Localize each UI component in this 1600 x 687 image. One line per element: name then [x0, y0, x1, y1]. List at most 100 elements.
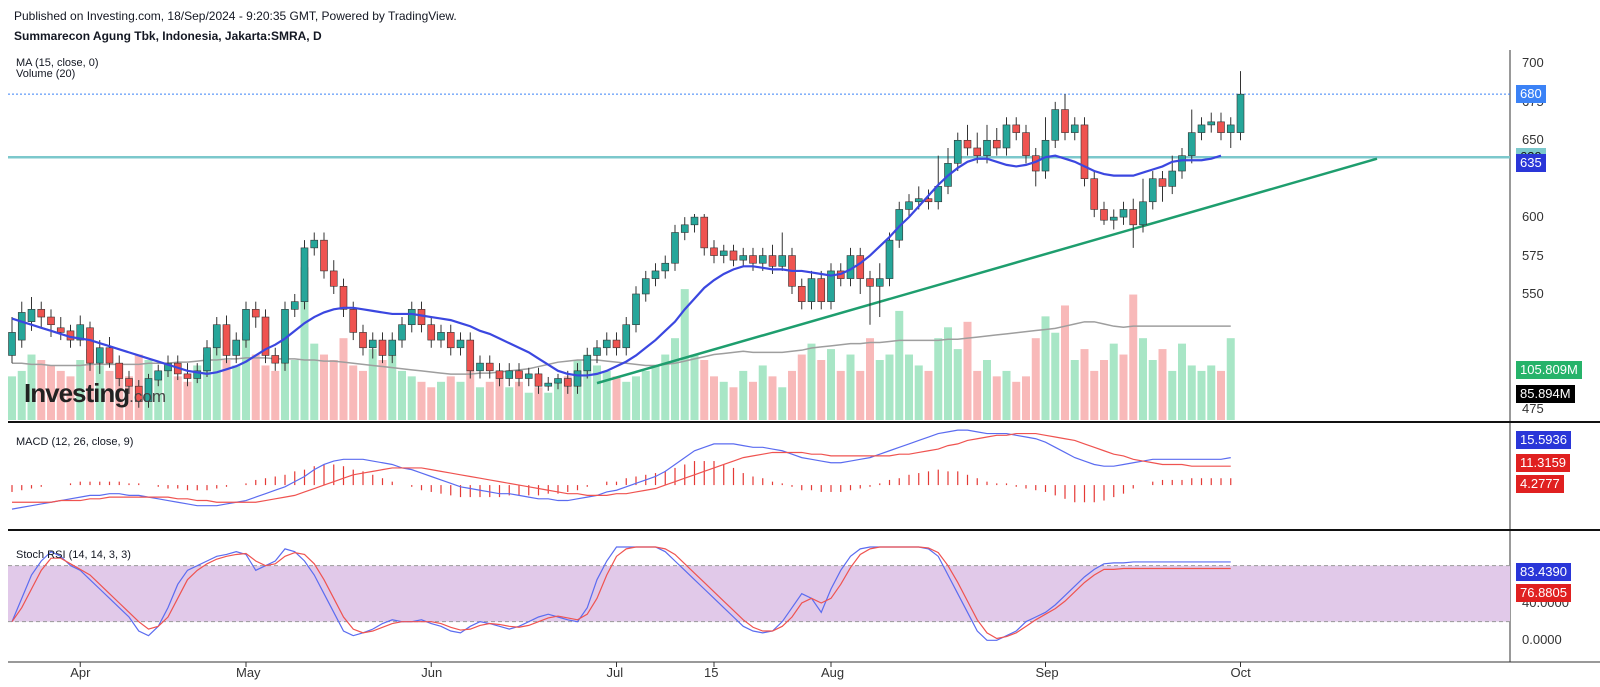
candle-body [817, 278, 826, 302]
volume-bar [1031, 338, 1040, 420]
volume-bar [953, 349, 962, 420]
time-tick-label: 15 [704, 665, 719, 680]
candle-body [797, 285, 806, 302]
candle-body [1139, 201, 1147, 226]
volume-bars [8, 267, 1235, 420]
time-tick-label: Sep [1035, 665, 1059, 680]
volume-bar [905, 354, 913, 420]
candle-body [593, 347, 601, 356]
volume-bar [222, 360, 231, 420]
candle-body [320, 239, 328, 272]
candle-body [1158, 178, 1167, 187]
volume-bar [641, 370, 650, 420]
candle-body [719, 250, 728, 256]
volume-bar [368, 349, 377, 420]
volume-bar [66, 376, 75, 420]
price-tag: 635 [1516, 154, 1546, 173]
candle-body [905, 201, 913, 210]
volume-bar [495, 376, 504, 420]
volume-bar [1139, 338, 1147, 420]
candle-body [1100, 209, 1108, 221]
volume-bar [183, 381, 192, 420]
candle-body [154, 370, 163, 381]
macd-tag: 11.3159 [1516, 454, 1571, 472]
candle-body [992, 139, 1001, 149]
candle-body [807, 278, 816, 302]
candle-body [710, 247, 718, 256]
volume-bar [622, 381, 631, 420]
volume-bar [232, 365, 241, 420]
volume-bar [398, 370, 406, 420]
candle-body [758, 255, 767, 264]
candle-body [524, 373, 533, 379]
volume-ma-tag: 85.894M [1516, 385, 1575, 403]
candle-body [973, 147, 982, 156]
price-candles [8, 71, 1510, 408]
candle-body [1236, 93, 1245, 133]
volume-bar [173, 376, 182, 420]
volume-bar [632, 376, 640, 420]
candle-body [1109, 216, 1118, 221]
price-tick-label: 700 [1522, 55, 1544, 71]
volume-bar [1226, 338, 1235, 420]
volume-bar [95, 365, 104, 420]
volume-bar [719, 381, 728, 420]
volume-bar [193, 365, 202, 420]
price-tick-label: 575 [1522, 247, 1544, 263]
candle-body [339, 285, 348, 310]
volume-bar [729, 387, 738, 420]
volume-bar [1197, 370, 1206, 420]
candle-body [1061, 109, 1069, 133]
volume-legend: Volume (20) [16, 68, 76, 80]
candle-body [914, 198, 923, 203]
volume-bar [505, 387, 514, 420]
volume-bar [212, 338, 221, 420]
volume-bar [437, 381, 445, 420]
candle-body [690, 216, 699, 226]
volume-bar [534, 387, 543, 420]
volume-bar [749, 381, 757, 420]
time-tick-label: Oct [1230, 665, 1251, 680]
volume-bar [76, 360, 85, 420]
candle-body [359, 332, 367, 349]
candle-body [1119, 209, 1128, 218]
volume-bar [1061, 305, 1069, 420]
candle-body [1051, 109, 1060, 141]
volume-bar [797, 354, 806, 420]
volume-bar [827, 349, 835, 420]
candle-body [875, 278, 884, 287]
stoch-tag: 83.4390 [1516, 563, 1571, 581]
volume-bar [427, 387, 436, 420]
volume-bar [17, 370, 26, 420]
volume-bar [154, 370, 163, 420]
candle-body [661, 262, 670, 272]
candle-body [56, 327, 65, 333]
volume-bar [407, 376, 416, 420]
volume-bar [476, 387, 484, 420]
volume-bar [1100, 360, 1108, 420]
volume-bar [300, 267, 309, 420]
candle-body [183, 373, 192, 379]
candle-body [95, 347, 104, 364]
volume-bar [164, 365, 172, 420]
candle-body [144, 378, 153, 402]
time-tick-label: Apr [70, 665, 91, 680]
candle-body [651, 270, 660, 279]
volume-bar [1051, 332, 1060, 420]
volume-bar [1158, 349, 1167, 420]
candle-body [953, 139, 962, 164]
candle-body [895, 209, 904, 241]
candle-body [700, 216, 709, 249]
candle-body [856, 255, 865, 279]
volume-bar [417, 381, 426, 420]
volume-bar [456, 381, 465, 420]
candle-body [563, 378, 572, 387]
volume-bar [1168, 370, 1177, 420]
candle-body [222, 324, 231, 356]
volume-bar [680, 289, 689, 420]
published-caption: Published on Investing.com, 18/Sep/2024 … [14, 9, 457, 23]
candle-body [437, 332, 445, 341]
candle-body [963, 139, 972, 149]
volume-bar [1129, 294, 1138, 420]
